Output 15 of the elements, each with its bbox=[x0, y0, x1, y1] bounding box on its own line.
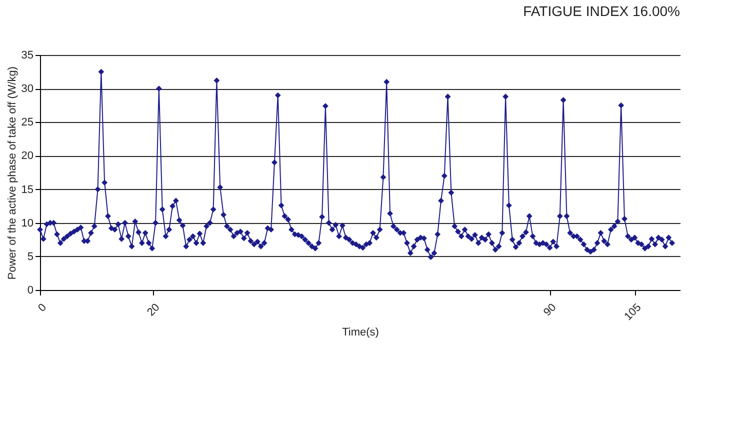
y-tick-label: 20 bbox=[21, 150, 34, 162]
y-tick-label: 0 bbox=[27, 284, 34, 296]
y-tick-label: 35 bbox=[21, 50, 34, 62]
y-tick-label: 5 bbox=[27, 250, 34, 263]
y-tick-label: 10 bbox=[21, 217, 34, 230]
x-tick-label: 0 bbox=[36, 302, 49, 314]
y-tick-label: 30 bbox=[21, 83, 34, 96]
x-tick-label: 90 bbox=[542, 302, 559, 319]
y-tick-label: 15 bbox=[21, 184, 34, 196]
chart-title: FATIGUE INDEX 16.00% bbox=[523, 3, 680, 19]
x-tick-label: 20 bbox=[145, 302, 162, 319]
x-axis-title: Time(s) bbox=[342, 326, 379, 338]
y-tick-label: 25 bbox=[21, 116, 34, 129]
y-axis-title: Power of the active phase of take off (W/kg) bbox=[6, 66, 18, 280]
x-tick-label: 105 bbox=[622, 302, 644, 323]
